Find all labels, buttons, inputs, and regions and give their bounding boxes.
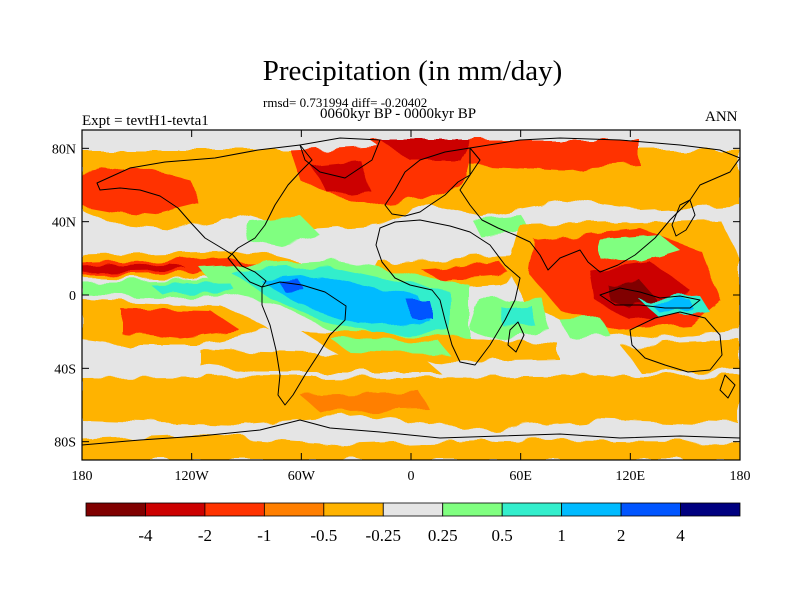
south-subtropic-green [330,338,450,355]
coast-antarctica [82,419,740,446]
colorbar-swatch [85,502,146,517]
colorbar-label: -0.5 [310,526,337,545]
x-tick-label: 60W [288,469,316,484]
x-tick-label: 180 [72,469,93,484]
x-tick-label: 60E [509,469,532,484]
north-atlantic-deep [310,160,370,195]
antarctic-orange [82,435,740,460]
colorbar-label: 4 [676,526,685,545]
axes: 180 120W 60W 0 60E 120E 180 80N 40N 0 40S 80S [52,130,751,484]
colorbar-label: -4 [138,526,153,545]
x-tick-label: 120W [175,469,210,484]
colorbar-label: 1 [557,526,566,545]
x-tick-label: 0 [408,469,415,484]
y-tick-label: 80N [52,142,76,157]
colorbar-label: -0.25 [366,526,401,545]
colorbar-swatch [145,502,206,517]
coast-africa [375,219,521,366]
colorbar-swatch [501,502,563,517]
coast-north-america [96,144,313,288]
colorbar-swatch [263,502,325,517]
brazil-royal [410,303,432,318]
coast-greenland [299,137,381,179]
stats-subtitle: rmsd= 0.731994 diff= -0.20402 [263,95,428,110]
trop-pacific-deep [82,264,190,274]
coastlines [82,137,740,446]
experiment-label: Expt = tevtH1-tevta1 [82,113,209,129]
period-subtitle: 0060kyr BP - 0000kyr BP [320,106,477,122]
map-plot-area [82,130,740,460]
pacific-cyan-strip [150,283,235,292]
colorbar-label: -1 [257,526,271,545]
colorbar-swatch [680,502,741,517]
colorbar-label: 2 [617,526,626,545]
south-pacific-red [120,308,240,338]
chart-title: Precipitation (in mm/day) [262,55,563,87]
colorbar-swatch [323,502,384,517]
y-tick-label: 80S [54,436,76,451]
east-asia-green [600,235,680,262]
colorbar-swatch [442,502,503,517]
colorbar-swatch [382,502,444,517]
colorbar: -4 -2 -1 -0.5 -0.25 0.25 0.5 1 2 4 [85,502,741,545]
y-tick-label: 40N [52,216,76,231]
west-pacific-blue [650,300,695,313]
south-ocean-red [300,392,430,412]
south-ocean-orange-2 [200,350,440,372]
south-australia-green [560,318,610,338]
coast-maritime-continent [599,287,701,309]
sahel-red [420,262,510,280]
coast-australia [629,311,723,373]
x-tick-label: 180 [730,469,751,484]
trop-atlantic-royal [280,281,305,292]
coast-new-zealand [719,374,736,399]
coast-madagascar [507,321,525,353]
arctic-deep-red [380,140,470,160]
colorbar-swatch [204,502,265,517]
colorbar-label: 0.5 [492,526,513,545]
coast-south-america [261,281,347,406]
y-tick-label: 40S [54,362,76,377]
colorbar-label: -2 [198,526,212,545]
north-greens-2 [470,214,530,236]
indian-ocean-cyan [500,304,535,328]
season-label: ANN [705,109,738,125]
y-tick-label: 0 [69,289,76,304]
colorbar-swatch [561,502,622,517]
coast-asia [459,137,740,273]
colorbar-swatch [620,502,681,517]
precip-anomaly-field [82,140,740,460]
colorbar-label: 0.25 [428,526,458,545]
south-australia-orange [620,340,740,372]
x-tick-label: 120E [616,469,646,484]
coast-japan [671,199,696,237]
north-greens [245,215,320,245]
